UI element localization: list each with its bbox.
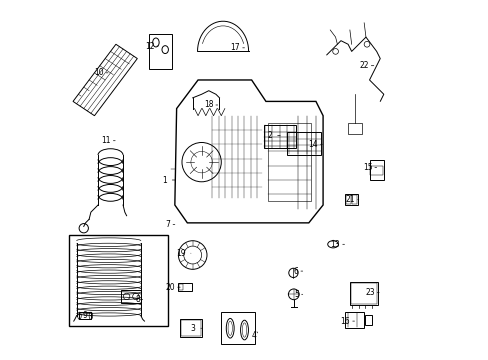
Text: 14: 14 [308,140,317,149]
Text: 20: 20 [165,283,175,292]
Bar [180,319,201,337]
Text: 15: 15 [362,163,372,172]
Bar [177,283,192,291]
Text: 16: 16 [340,316,349,325]
Text: 5: 5 [294,290,299,299]
Text: 7: 7 [165,220,170,229]
Text: 11: 11 [101,136,111,145]
Bar [80,312,91,319]
Text: 12: 12 [144,41,154,50]
Bar [179,284,183,290]
Text: 1: 1 [162,176,166,185]
Text: 19: 19 [176,249,185,258]
Text: 17: 17 [230,43,240,52]
Bar [350,283,377,304]
Bar [347,123,362,134]
Text: 22: 22 [359,61,368,70]
Text: 9: 9 [82,311,87,320]
Bar [181,320,200,336]
Text: 23: 23 [365,288,374,297]
Bar [369,166,382,175]
Bar [121,290,141,303]
Text: 6: 6 [293,267,298,276]
Text: 18: 18 [203,100,213,109]
Text: 10: 10 [94,68,103,77]
Bar [344,312,364,328]
Bar [364,315,371,325]
Bar [287,132,321,155]
Text: 8: 8 [135,295,140,304]
Text: 13: 13 [330,240,340,249]
Text: 21: 21 [345,195,354,204]
Bar [344,194,357,205]
Bar [69,235,167,327]
Bar [351,195,356,204]
Text: 3: 3 [190,324,195,333]
Bar [349,282,378,305]
Bar [369,160,383,180]
Bar [264,125,296,148]
Bar [267,123,310,202]
Bar [148,33,172,69]
Bar [221,312,255,344]
Text: 4: 4 [251,331,256,340]
Text: 2: 2 [267,131,272,140]
Bar [345,195,350,204]
